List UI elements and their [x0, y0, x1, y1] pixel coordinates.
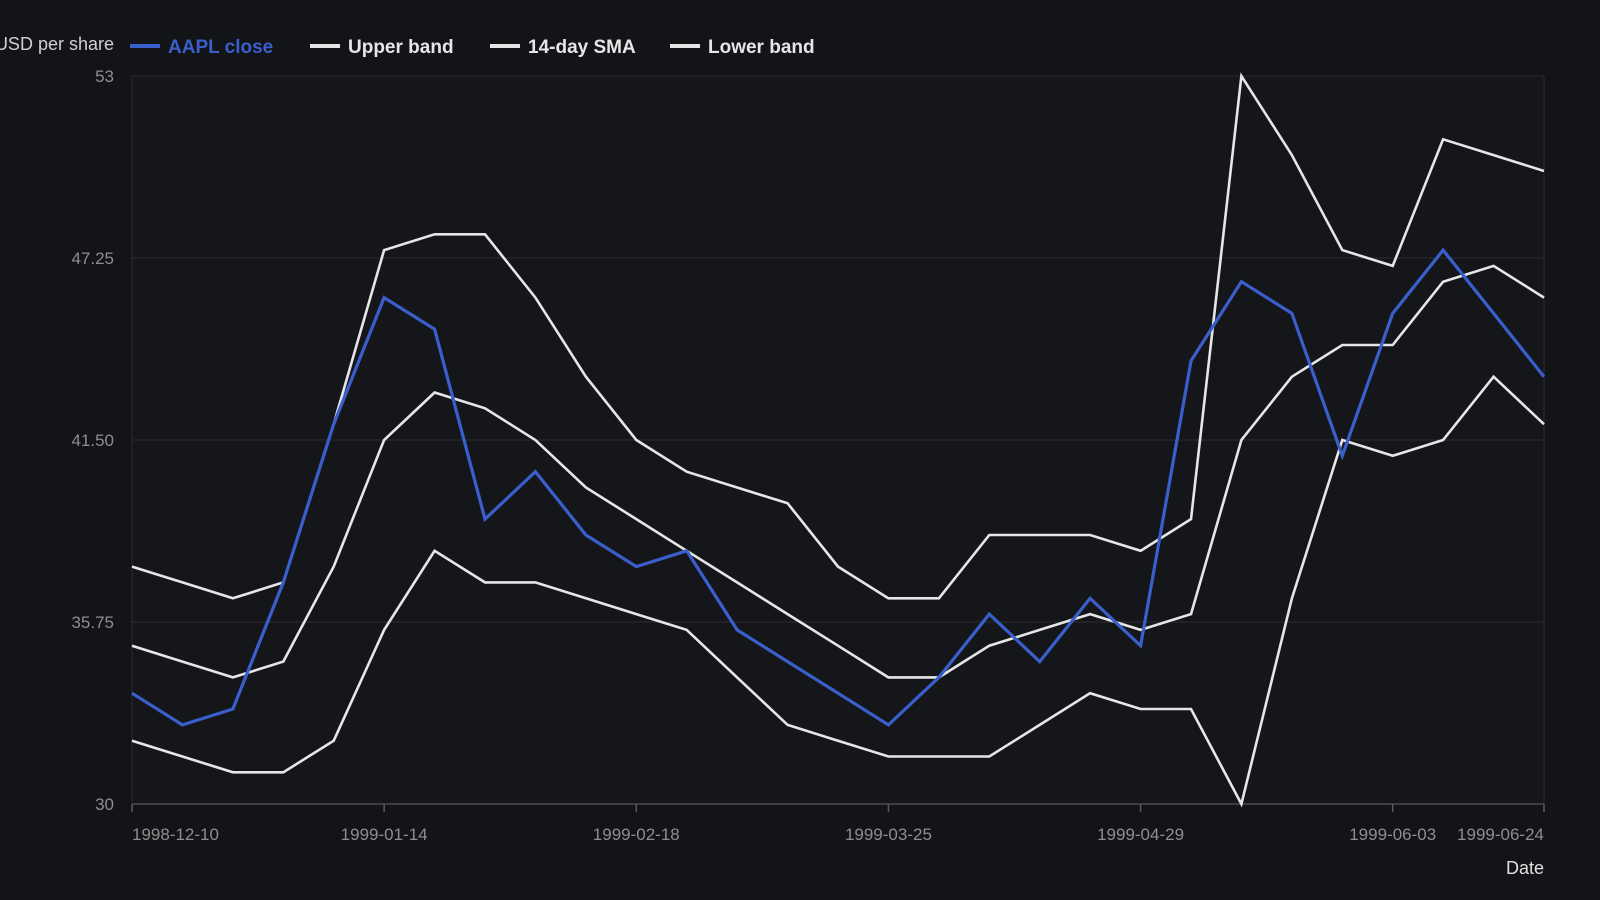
legend-item-14-day-sma: 14-day SMA: [490, 37, 636, 58]
y-tick-label: 53: [95, 67, 114, 86]
x-tick-label: 1999-06-03: [1349, 825, 1436, 844]
legend-item-upper-band: Upper band: [310, 37, 454, 58]
x-tick-label: 1999-04-29: [1097, 825, 1184, 844]
series-line-upper-band: [131, 72, 1545, 600]
x-tick-label: 1999-01-14: [341, 825, 428, 844]
series-line-aapl-close: [131, 247, 1546, 727]
axes: 30 35.75 41.50 47.25 53 1998-12-10 1999-01-14 1…: [71, 67, 1545, 844]
y-tick-label: 41.50: [71, 431, 114, 450]
legend-label: 14-day SMA: [528, 37, 636, 58]
x-tick-label: 1999-06-24: [1457, 825, 1544, 844]
legend-label: AAPL close: [168, 37, 273, 58]
legend-label: Upper band: [348, 37, 454, 58]
series-lines: [131, 72, 1546, 808]
x-tick-label: 1999-03-25: [845, 825, 932, 844]
y-tick-label: 47.25: [71, 249, 114, 268]
y-axis-label: USD per share: [0, 34, 114, 54]
legend: AAPL close Upper band 14-day SMA Lower band: [130, 37, 815, 58]
y-tick-label: 35.75: [71, 613, 114, 632]
x-axis-label: Date: [1506, 858, 1544, 878]
x-tick-label: 1999-02-18: [593, 825, 680, 844]
legend-item-lower-band: Lower band: [670, 37, 815, 58]
y-tick-label: 30: [95, 795, 114, 814]
legend-label: Lower band: [708, 37, 815, 58]
series-line-lower-band: [131, 374, 1545, 808]
x-tick-label: 1998-12-10: [132, 825, 219, 844]
series-line-14-day-sma: [131, 264, 1545, 679]
legend-item-aapl-close: AAPL close: [130, 37, 273, 58]
